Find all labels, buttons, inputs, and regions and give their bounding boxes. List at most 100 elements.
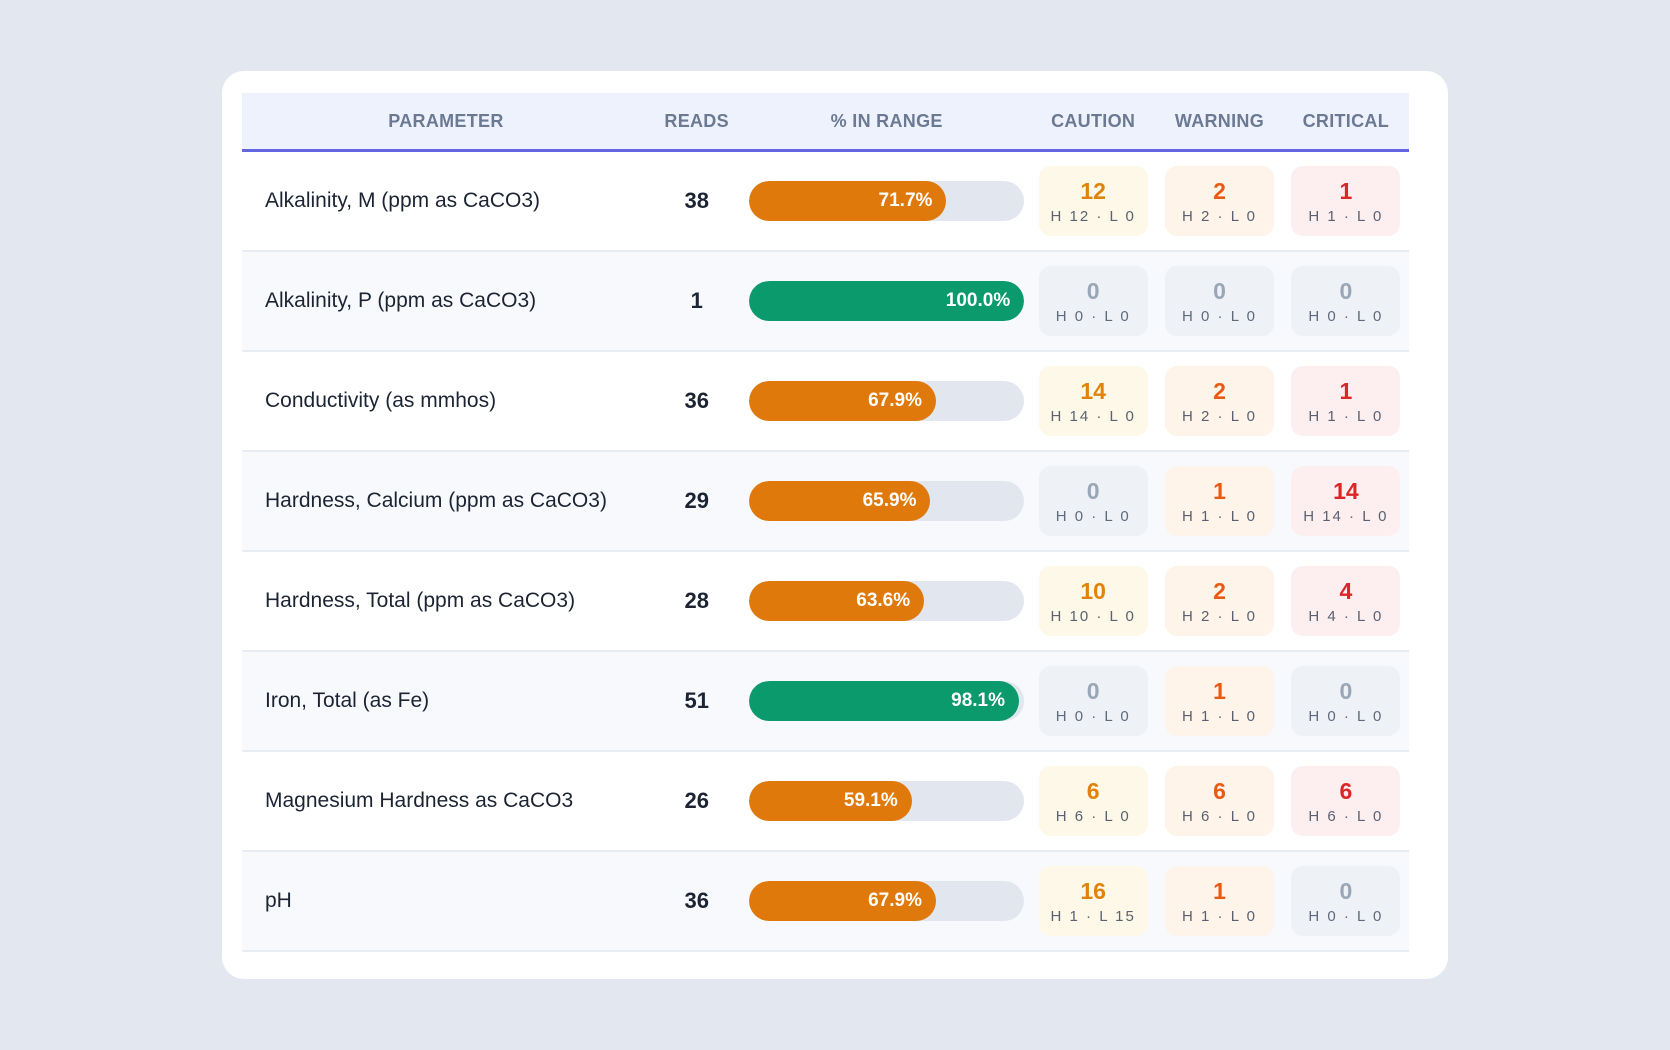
caution-badge[interactable]: 12 H 12 · L 0 [1038, 166, 1148, 236]
critical-cell: 0 H 0 · L 0 [1283, 266, 1409, 336]
in-range-label: 65.9% [862, 490, 917, 511]
warning-cell: 1 H 1 · L 0 [1156, 466, 1282, 536]
parameter-cell: Alkalinity, M (ppm as CaCO3) [242, 189, 650, 213]
reads-cell: 51 [650, 688, 744, 714]
reads-cell: 38 [650, 188, 744, 214]
warning-badge[interactable]: 2 H 2 · L 0 [1165, 566, 1275, 636]
caution-detail: H 1 · L 15 [1050, 907, 1136, 925]
critical-detail: H 0 · L 0 [1308, 307, 1384, 325]
warning-badge[interactable]: 2 H 2 · L 0 [1165, 366, 1275, 436]
critical-detail: H 1 · L 0 [1308, 207, 1384, 225]
warning-count: 1 [1213, 677, 1226, 704]
reads-count: 1 [690, 288, 703, 313]
parameter-name: pH [265, 889, 292, 912]
critical-badge[interactable]: 4 H 4 · L 0 [1291, 566, 1401, 636]
critical-badge[interactable]: 0 H 0 · L 0 [1291, 666, 1401, 736]
table-row[interactable]: Alkalinity, M (ppm as CaCO3) 38 71.7% 12… [242, 152, 1409, 252]
critical-badge[interactable]: 14 H 14 · L 0 [1291, 466, 1401, 536]
header-parameter[interactable]: PARAMETER [388, 110, 504, 131]
in-range-cell: 59.1% [744, 781, 1031, 821]
critical-badge[interactable]: 6 H 6 · L 0 [1291, 766, 1401, 836]
warning-badge[interactable]: 6 H 6 · L 0 [1165, 766, 1275, 836]
warning-badge[interactable]: 0 H 0 · L 0 [1165, 266, 1275, 336]
warning-count: 0 [1213, 277, 1226, 304]
caution-badge[interactable]: 10 H 10 · L 0 [1038, 566, 1148, 636]
critical-cell: 0 H 0 · L 0 [1283, 866, 1409, 936]
caution-badge[interactable]: 0 H 0 · L 0 [1038, 466, 1148, 536]
warning-cell: 2 H 2 · L 0 [1156, 566, 1282, 636]
caution-cell: 10 H 10 · L 0 [1030, 566, 1156, 636]
table-row[interactable]: Hardness, Total (ppm as CaCO3) 28 63.6% … [242, 552, 1409, 652]
warning-count: 1 [1213, 877, 1226, 904]
parameter-cell: Hardness, Total (ppm as CaCO3) [242, 589, 650, 613]
parameter-table: PARAMETER READS % IN RANGE CAUTION WARNI… [242, 93, 1409, 979]
parameter-cell: Hardness, Calcium (ppm as CaCO3) [242, 489, 650, 513]
table-row[interactable]: Alkalinity, P (ppm as CaCO3) 1 100.0% 0 … [242, 252, 1409, 352]
in-range-bar-track: 63.6% [749, 581, 1025, 621]
parameter-name: Iron, Total (as Fe) [265, 689, 430, 712]
reads-cell: 36 [650, 388, 744, 414]
warning-count: 2 [1213, 377, 1226, 404]
caution-badge[interactable]: 6 H 6 · L 0 [1038, 766, 1148, 836]
caution-badge[interactable]: 0 H 0 · L 0 [1038, 666, 1148, 736]
header-critical[interactable]: CRITICAL [1302, 110, 1389, 131]
caution-detail: H 12 · L 0 [1050, 207, 1136, 225]
caution-cell: 16 H 1 · L 15 [1030, 866, 1156, 936]
caution-count: 0 [1086, 277, 1100, 304]
critical-count: 14 [1333, 477, 1359, 504]
in-range-label: 71.7% [878, 190, 933, 211]
in-range-cell: 98.1% [744, 681, 1031, 721]
critical-badge[interactable]: 0 H 0 · L 0 [1291, 266, 1401, 336]
table-row[interactable]: pH 36 67.9% 16 H 1 · L 15 1 H 1 · L 0 [242, 852, 1409, 952]
reads-count: 51 [684, 688, 709, 713]
caution-badge[interactable]: 16 H 1 · L 15 [1038, 866, 1148, 936]
parameter-cell: Iron, Total (as Fe) [242, 689, 650, 713]
critical-badge[interactable]: 1 H 1 · L 0 [1291, 366, 1401, 436]
caution-badge[interactable]: 14 H 14 · L 0 [1038, 366, 1148, 436]
caution-count: 10 [1080, 577, 1106, 604]
in-range-label: 67.9% [868, 890, 922, 911]
warning-badge[interactable]: 1 H 1 · L 0 [1165, 466, 1275, 536]
critical-count: 0 [1339, 877, 1353, 904]
parameter-name: Alkalinity, M (ppm as CaCO3) [265, 189, 541, 212]
critical-count: 1 [1339, 177, 1353, 204]
table-row[interactable]: Iron, Total (as Fe) 51 98.1% 0 H 0 · L 0… [242, 652, 1409, 752]
caution-badge[interactable]: 0 H 0 · L 0 [1038, 266, 1148, 336]
header-in-range[interactable]: % IN RANGE [830, 110, 943, 131]
in-range-cell: 67.9% [744, 881, 1031, 921]
reads-count: 26 [684, 788, 709, 813]
warning-cell: 2 H 2 · L 0 [1156, 166, 1282, 236]
critical-badge[interactable]: 0 H 0 · L 0 [1291, 866, 1401, 936]
in-range-bar-track: 98.1% [749, 681, 1025, 721]
warning-count: 2 [1213, 177, 1226, 204]
table-row[interactable]: Magnesium Hardness as CaCO3 26 59.1% 6 H… [242, 752, 1409, 852]
table-row[interactable]: Conductivity (as mmhos) 36 67.9% 14 H 14… [242, 352, 1409, 452]
in-range-bar-fill: 98.1% [749, 681, 1020, 721]
summary-card: PARAMETER READS % IN RANGE CAUTION WARNI… [222, 71, 1448, 979]
reads-cell: 28 [650, 588, 744, 614]
reads-count: 36 [684, 888, 709, 913]
warning-badge[interactable]: 1 H 1 · L 0 [1165, 866, 1275, 936]
header-warning[interactable]: WARNING [1174, 110, 1265, 131]
table-row[interactable]: Hardness, Calcium (ppm as CaCO3) 29 65.9… [242, 452, 1409, 552]
warning-cell: 1 H 1 · L 0 [1156, 666, 1282, 736]
parameter-name: Magnesium Hardness as CaCO3 [265, 789, 574, 812]
caution-count: 6 [1086, 777, 1100, 804]
reads-count: 28 [684, 588, 709, 613]
in-range-label: 98.1% [951, 690, 1006, 711]
warning-detail: H 1 · L 0 [1182, 907, 1257, 925]
in-range-bar-track: 67.9% [749, 881, 1025, 921]
warning-badge[interactable]: 2 H 2 · L 0 [1165, 166, 1275, 236]
critical-detail: H 4 · L 0 [1308, 607, 1384, 625]
critical-badge[interactable]: 1 H 1 · L 0 [1291, 166, 1401, 236]
header-reads[interactable]: READS [664, 110, 729, 131]
in-range-bar-track: 65.9% [749, 481, 1025, 521]
parameter-cell: Alkalinity, P (ppm as CaCO3) [242, 289, 650, 313]
warning-cell: 6 H 6 · L 0 [1156, 766, 1282, 836]
header-caution[interactable]: CAUTION [1051, 110, 1136, 131]
caution-cell: 12 H 12 · L 0 [1030, 166, 1156, 236]
warning-cell: 2 H 2 · L 0 [1156, 366, 1282, 436]
warning-badge[interactable]: 1 H 1 · L 0 [1165, 666, 1275, 736]
caution-cell: 0 H 0 · L 0 [1030, 466, 1156, 536]
caution-cell: 14 H 14 · L 0 [1030, 366, 1156, 436]
